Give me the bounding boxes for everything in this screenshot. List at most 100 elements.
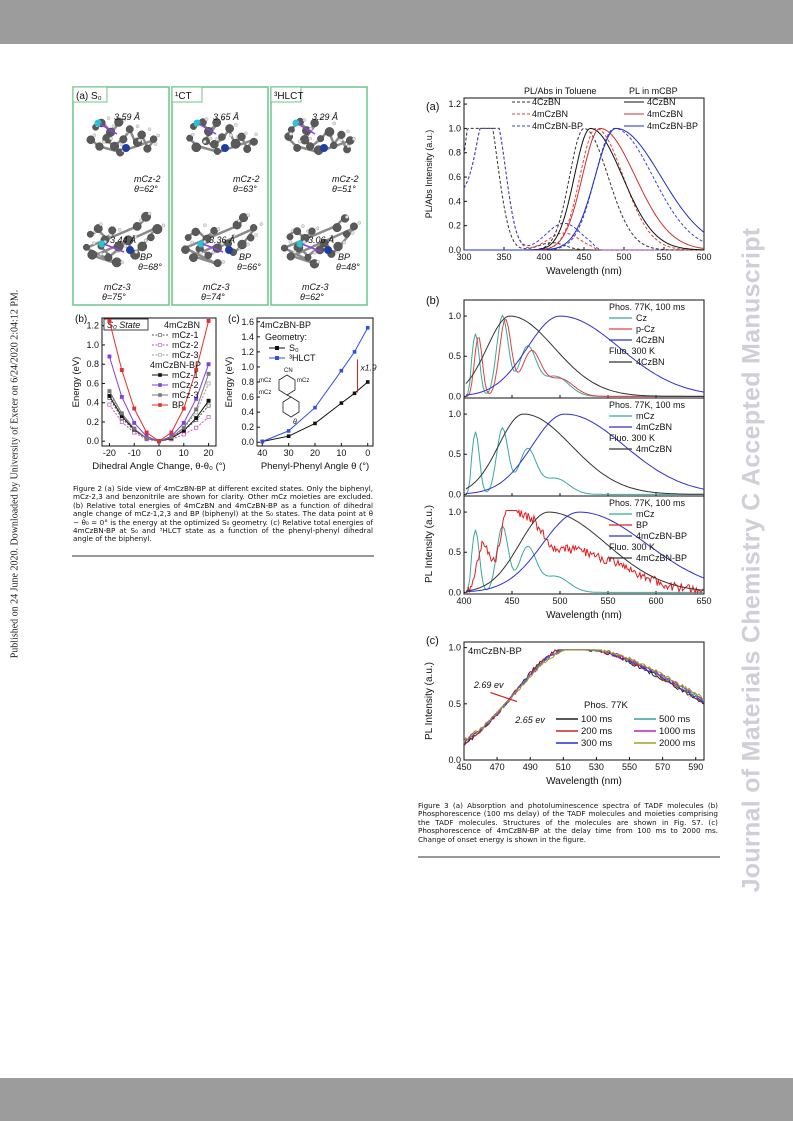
fig2b-series-line-2 (108, 404, 209, 442)
fig2a-hydrogen (246, 242, 250, 247)
fig3b-sub2-y-tick-label: 0.0 (448, 489, 461, 499)
fig2a-bond (184, 246, 218, 266)
fig3b-sub2-series-line-3 (465, 413, 704, 495)
fig2a-hydrogen (254, 132, 258, 137)
fig3b-sub1-series-line-4 (465, 315, 704, 397)
fig2a-panel-label: (a) S₀ (76, 91, 102, 102)
fig2a-atom (104, 253, 113, 262)
fig2c-point (313, 421, 317, 426)
fig2a-bottom-name2: mCz-3 (104, 282, 131, 292)
fig3a-x-tick-label: 400 (536, 252, 551, 262)
fig2a-hydrogen (221, 260, 225, 264)
fig3b-legend-label: 4CzBN (636, 335, 665, 345)
fig2a-top-angle: θ=51° (332, 184, 356, 194)
fig2a-atom (337, 130, 346, 139)
fig3a-x-tick-label: 300 (456, 252, 471, 262)
fig2c-legend-title: Geometry: (265, 332, 307, 342)
figure2-rule (72, 555, 374, 557)
fig2a-bottom-angle: θ=48° (336, 262, 360, 272)
fig3a-y-tick-label: 0.4 (448, 196, 461, 206)
fig2a-hydrogen (231, 234, 236, 238)
fig2a-hydrogen (352, 137, 356, 141)
download-note: Published on 24 June 2020. Downloaded by… (2, 238, 28, 710)
fig3b-sub3-x-tick-label: 400 (456, 596, 471, 606)
fig2a-top-distance: 3.29 Å (312, 112, 338, 122)
fig2a-hydrogen (119, 142, 124, 147)
fig2b-legend-marker (158, 333, 162, 337)
fig2a-atom (110, 141, 120, 151)
fig2a-panel-3: ³HLCT 3.29 Å mCz-2θ=51° 3.06 Å BPθ=48° mCz-3θ… (270, 86, 368, 306)
fig2b-legend-marker (158, 383, 162, 387)
fig2c-y-tick-label: 0.8 (241, 377, 254, 387)
fig3b-sub3-x-tick-label: 450 (504, 596, 519, 606)
fig2a-top-distance: 3.65 Å (213, 112, 239, 122)
fig2b-point (206, 415, 211, 420)
figure2-caption: Figure 2 (a) Side view of 4mCzBN-BP at d… (73, 484, 373, 544)
fig2a-bottom-name2: mCz-3 (302, 282, 329, 292)
fig2c-chart: 40 30 20 10 0 0.0 0.2 0.4 0.6 0.8 1.0 1.2 1.4 1.6(c) 4… (224, 314, 377, 472)
fig2a-atom (213, 147, 221, 155)
fig2b-point (194, 407, 199, 412)
fig3c-title: 4mCzBN-BP (468, 646, 522, 657)
fig2c-y-tick-label: 1.2 (241, 347, 254, 357)
fig2a-atom (114, 117, 124, 127)
fig2b-state-box (103, 318, 149, 331)
fig2b-legend-marker (158, 373, 162, 377)
fig2a-atom (143, 144, 152, 153)
fig2a-atom (232, 220, 242, 230)
fig2c-series-line-2 (262, 327, 369, 442)
fig2b-x-tick-label: -10 (128, 448, 141, 458)
fig2a-panel-label: ³HLCT (274, 91, 303, 102)
fig3b-sub1-series-line-1 (465, 314, 704, 397)
fig2b-point (107, 354, 112, 359)
figure3-caption: Figure 3 (a) Absorption and photolumines… (418, 801, 718, 844)
fig3c-y-axis-title: PL Intensity (a.u.) (424, 662, 435, 740)
fig2a-hydrogen (147, 127, 152, 132)
fig2b-point (144, 430, 149, 435)
fig2a-atom (147, 233, 155, 242)
fig2c-series-line-1 (262, 381, 369, 442)
fig2a-hydrogen (228, 133, 233, 138)
fig2a-hydrogen (156, 133, 160, 138)
fig2a-top-angle: θ=63° (233, 184, 257, 194)
fig2a-bottom-name2: mCz-3 (203, 282, 230, 292)
fig2b-legend-group: 4mCzBN (164, 320, 200, 330)
fig2b-legend-label: mCz-2 (172, 340, 199, 350)
fig2b-chart: -20 -10 0 10 20 0.0 0.2 0.4 0.6 0.8 1.0 1.2(b) S₀ St… (71, 314, 226, 472)
fig2a-hydrogen (147, 211, 152, 216)
fig2a-n-atom (225, 246, 233, 254)
fig3a-legend-label: 4mCzBN (532, 109, 568, 119)
fig3b-sub3-x-tick-label: 650 (696, 596, 711, 606)
fig2a-hydrogen (202, 140, 207, 144)
fig2b-legend-label: mCz-3 (172, 390, 199, 400)
fig2c-legend-marker (275, 356, 279, 360)
fig3c-y-tick-label: 0.5 (448, 699, 461, 709)
fig3a-series-line-9 (464, 127, 705, 251)
fig2c-benzene-ring (282, 396, 300, 418)
fig3a-legend-group: PL/Abs in Toluene (524, 86, 596, 96)
fig3b-sub3-y-tick-label: 1.0 (448, 507, 461, 517)
fig2a-atom (286, 233, 294, 241)
fig2a-hydrogen (332, 121, 337, 126)
fig3b-sub1-y-tick-label: 0.5 (448, 351, 461, 361)
fig3c-y-tick-label: 1.0 (448, 643, 461, 653)
fig2b-point (206, 403, 211, 408)
fig2a-bottom-angle2: θ=74° (201, 292, 225, 302)
fig2b-y-tick-label: 0.0 (86, 436, 99, 446)
fig3a-legend-label: 4CzBN (532, 97, 561, 107)
fig2a-atom (306, 142, 315, 151)
fig2a-atom (137, 241, 148, 252)
fig3a-y-tick-label: 0.6 (448, 172, 461, 182)
fig2b-series-line-1 (108, 397, 209, 442)
fig3c-x-tick-label: 550 (622, 762, 637, 772)
fig2b-point (206, 398, 211, 403)
fig3b-sub3-series-line-2 (465, 508, 704, 594)
fig2a-hydrogen (120, 260, 125, 265)
fig2a-top-name: mCz-2 (332, 174, 359, 184)
fig3b-sub2-y-tick-label: 1.0 (448, 409, 461, 419)
fig2c-structure-label: mCz (297, 378, 309, 384)
fig2c-y-tick-label: 1.4 (241, 332, 254, 342)
fig2a-atom (210, 140, 219, 149)
fig2c-y-tick-label: 0.6 (241, 392, 254, 402)
